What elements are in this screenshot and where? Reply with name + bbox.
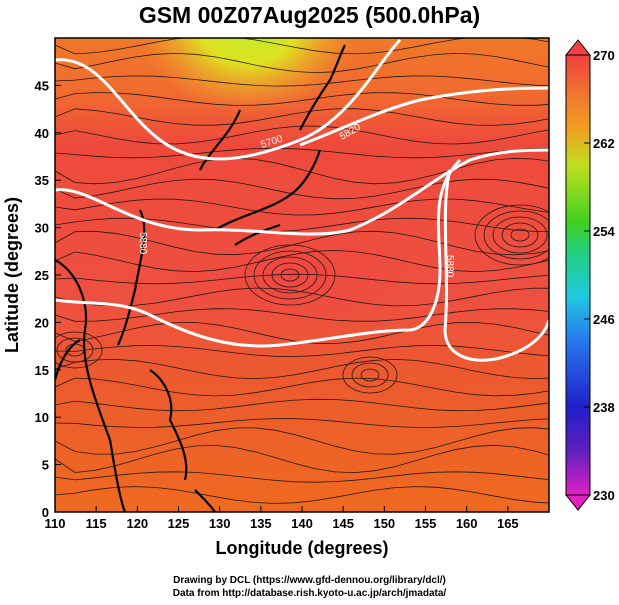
x-tick-label: 130 xyxy=(209,516,231,531)
chart-title: GSM 00Z07Aug2025 (500.0hPa) xyxy=(138,2,481,28)
x-tick-label: 110 xyxy=(45,516,66,531)
x-tick-label: 115 xyxy=(86,516,107,531)
colorbar-top-arrow xyxy=(564,39,592,56)
coastlines xyxy=(55,44,346,512)
y-tick-label: 10 xyxy=(35,410,49,425)
x-axis: 110 115 120 125 130 135 140 145 150 155 160 165 xyxy=(45,506,519,531)
height-contours xyxy=(55,38,549,362)
colorbar-tick-label: 262 xyxy=(593,136,615,151)
warm-core xyxy=(170,215,410,335)
wind-streamlines xyxy=(55,38,549,504)
y-tick-label: 45 xyxy=(35,78,49,93)
x-tick-label: 120 xyxy=(126,516,148,531)
x-tick-label: 150 xyxy=(373,516,395,531)
contour-label: 5880 xyxy=(137,232,148,255)
y-tick-label: 5 xyxy=(42,458,49,473)
credit-data-source: Data from http://database.rish.kyoto-u.a… xyxy=(172,588,447,599)
colorbar-ticks: 230 238 246 254 262 270 xyxy=(584,48,615,503)
map-plot: 5700 5820 5880 5880 110 115 120 125 130 135 14… xyxy=(2,37,615,558)
colorbar-tick-label: 230 xyxy=(593,488,615,503)
x-axis-title: Longitude (degrees) xyxy=(215,538,388,558)
colorbar-tick-label: 254 xyxy=(593,224,615,239)
x-tick-label: 165 xyxy=(497,516,519,531)
x-tick-label: 125 xyxy=(168,516,190,531)
y-tick-label: 30 xyxy=(35,221,49,236)
y-tick-label: 25 xyxy=(35,268,49,283)
y-axis-title: Latitude (degrees) xyxy=(2,197,22,353)
credit-drawing: Drawing by DCL (https://www.gfd-dennou.o… xyxy=(173,575,446,586)
x-tick-label: 135 xyxy=(250,516,272,531)
y-tick-label: 0 xyxy=(42,505,49,520)
x-tick-label: 145 xyxy=(332,516,354,531)
colorbar-tick-label: 246 xyxy=(593,312,615,327)
y-tick-label: 35 xyxy=(35,173,49,188)
y-tick-label: 20 xyxy=(35,315,49,330)
colorbar: 230 238 246 254 262 270 xyxy=(564,39,615,511)
colorbar-tick-label: 270 xyxy=(593,48,615,63)
credits: Drawing by DCL (https://www.gfd-dennou.o… xyxy=(0,574,619,600)
contour-label: 5880 xyxy=(444,255,455,278)
x-tick-label: 160 xyxy=(456,516,478,531)
y-tick-label: 15 xyxy=(35,363,49,378)
colorbar-bottom-arrow xyxy=(564,494,592,511)
x-tick-label: 140 xyxy=(291,516,313,531)
x-tick-label: 155 xyxy=(415,516,437,531)
colorbar-scale xyxy=(565,54,591,496)
y-axis: 0 5 10 15 20 25 30 35 40 45 xyxy=(35,78,61,520)
y-tick-label: 40 xyxy=(35,126,49,141)
colorbar-tick-label: 238 xyxy=(593,400,615,415)
